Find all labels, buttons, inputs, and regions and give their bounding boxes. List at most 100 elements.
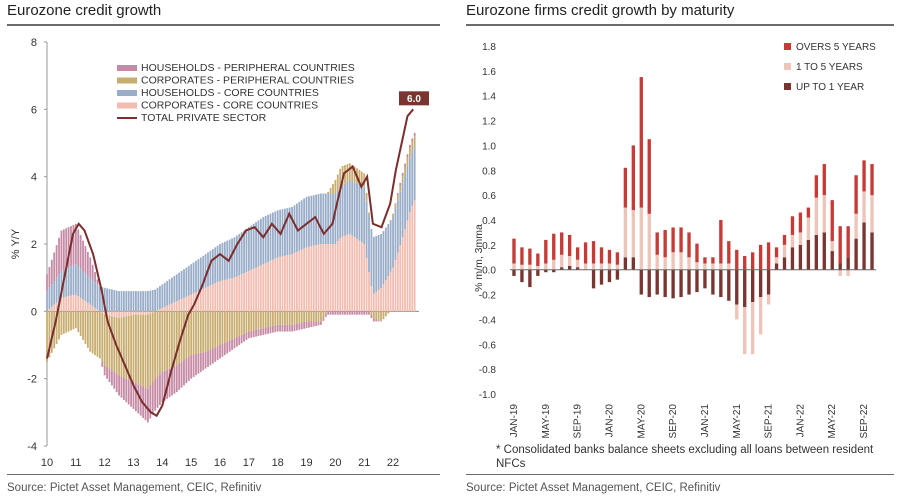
left-bar-segment	[72, 224, 75, 266]
left-x-tick-label: 10	[41, 457, 53, 469]
left-bar-segment	[300, 311, 303, 323]
right-y-tick-label: 1.0	[482, 141, 496, 152]
left-bar-segment	[70, 311, 72, 331]
right-y-tick-label: -0.6	[479, 340, 497, 351]
left-bar-segment	[113, 371, 116, 389]
left-bar-segment	[284, 208, 286, 256]
left-bar-segment	[365, 200, 368, 259]
left-bar-segment	[238, 275, 241, 312]
right-y-tick-label: 0.2	[482, 241, 496, 252]
left-bar-segment	[375, 319, 378, 322]
left-bar-segment	[245, 311, 248, 333]
left-bar-segment	[389, 220, 392, 272]
left-bar-segment	[226, 341, 229, 354]
left-bar-segment	[247, 331, 250, 339]
right-bar-segment	[822, 232, 826, 270]
left-bar-segment	[291, 324, 294, 332]
left-bar-segment	[396, 194, 399, 201]
left-bar-segment	[171, 367, 173, 396]
left-bar-segment	[202, 352, 205, 371]
left-bar-segment	[147, 311, 149, 315]
left-bar-segment	[281, 209, 284, 257]
left-bar-segment	[252, 268, 255, 312]
left-bar-segment	[67, 311, 70, 332]
left-bar-segment	[401, 176, 404, 184]
left-bar-segment	[168, 311, 171, 369]
left-bar-segment	[408, 158, 411, 213]
right-bar-segment	[703, 257, 707, 264]
right-legend-swatch	[784, 83, 791, 90]
left-bar-segment	[271, 212, 274, 260]
left-bar-segment	[399, 185, 402, 192]
right-bar-segment	[520, 247, 524, 265]
left-bar-segment	[195, 311, 197, 354]
right-bar-segment	[599, 269, 604, 285]
left-bar-segment	[96, 311, 99, 357]
left-bar-segment	[351, 311, 354, 315]
left-y-tick-label: 8	[31, 37, 37, 49]
left-bottom-rule	[7, 474, 440, 475]
left-bar-segment	[259, 218, 262, 266]
right-bar-segment	[719, 263, 723, 270]
left-bar-segment	[149, 313, 152, 386]
left-bar-segment	[231, 339, 233, 351]
left-bar-segment	[163, 311, 166, 371]
right-bar-segment	[568, 234, 572, 257]
left-bar-segment	[404, 166, 406, 175]
left-bar-segment	[55, 277, 58, 303]
left-bar-segment	[255, 267, 257, 312]
left-bar-segment	[171, 311, 173, 368]
left-bar-segment	[192, 354, 195, 377]
left-bar-segment	[173, 302, 176, 312]
left-bar-segment	[219, 244, 221, 282]
left-bar-segment	[144, 387, 147, 421]
left-x-tick-label: 21	[358, 457, 370, 469]
left-bar-segment	[320, 321, 322, 325]
right-bar-segment	[790, 216, 795, 235]
left-bar-segment	[101, 361, 104, 367]
left-bar-segment	[312, 311, 315, 322]
right-bar-segment	[583, 263, 588, 270]
left-bar-segment	[324, 313, 327, 317]
right-bar-segment	[568, 256, 572, 266]
left-bar-segment	[360, 185, 363, 243]
left-bar-segment	[199, 352, 202, 372]
right-bar-segment	[671, 269, 675, 299]
left-bar-segment	[120, 311, 123, 318]
right-y-tick-label: 1.2	[482, 117, 496, 128]
right-bar-segment	[846, 269, 850, 276]
left-bar-segment	[382, 284, 385, 312]
right-bar-segment	[814, 197, 818, 235]
left-bar-segment	[58, 274, 60, 301]
left-bar-segment	[204, 287, 207, 312]
right-bar-segment	[766, 242, 771, 270]
left-bar-segment	[346, 181, 349, 235]
left-bar-segment	[65, 228, 68, 269]
left-x-tick-label: 18	[272, 457, 284, 469]
left-bar-segment	[274, 311, 277, 326]
right-bar-segment	[631, 145, 635, 211]
right-bar-segment	[806, 239, 811, 270]
left-legend-swatch	[117, 65, 137, 71]
left-bar-segment	[228, 278, 231, 312]
left-bar-segment	[245, 228, 248, 273]
left-bar-segment	[303, 248, 306, 312]
left-bar-segment	[267, 261, 269, 312]
left-bar-segment	[110, 289, 113, 312]
left-bar-segment	[60, 230, 63, 271]
left-title-rule	[7, 24, 440, 26]
left-bar-segment	[315, 321, 318, 326]
left-bar-segment	[305, 247, 308, 312]
left-bar-segment	[48, 311, 51, 358]
left-bar-segment	[74, 294, 77, 312]
left-bar-segment	[264, 311, 267, 328]
left-bar-segment	[55, 245, 58, 278]
right-bar-segment	[591, 263, 596, 270]
right-bar-segment	[743, 269, 747, 307]
left-bar-segment	[401, 183, 404, 238]
left-bar-segment	[163, 282, 166, 307]
left-bar-segment	[178, 363, 181, 390]
left-bar-segment	[147, 388, 149, 423]
right-bar-segment	[695, 269, 699, 293]
left-bar-segment	[392, 217, 394, 268]
